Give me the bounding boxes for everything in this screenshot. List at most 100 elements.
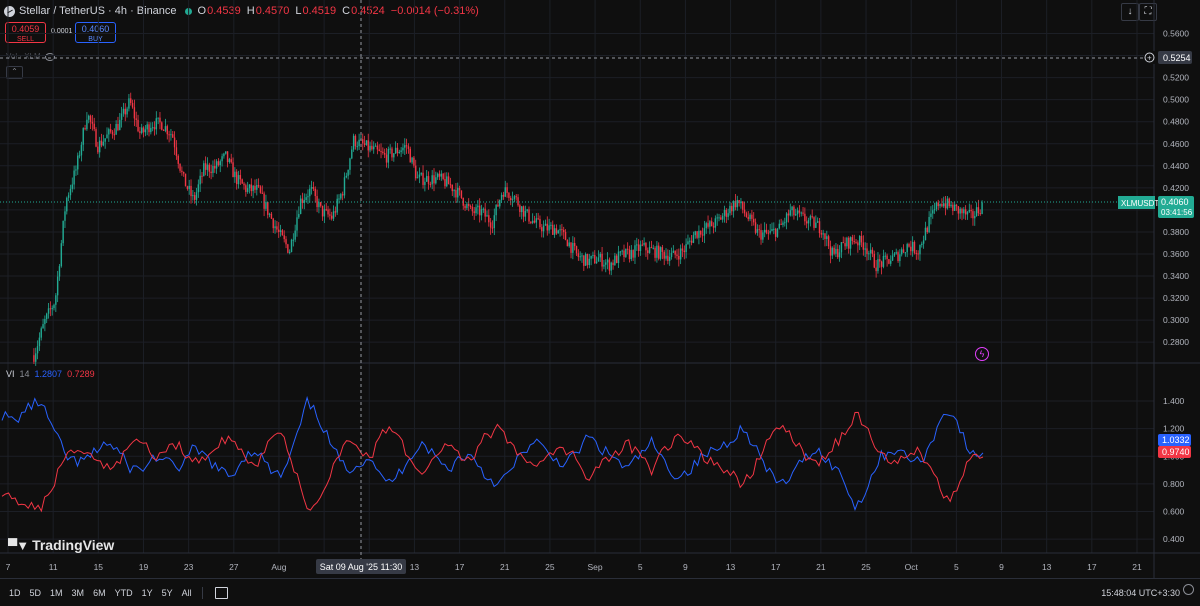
candle-body bbox=[875, 267, 877, 272]
candle-body bbox=[533, 220, 536, 223]
sell-button[interactable]: 0.4059 SELL bbox=[5, 22, 46, 43]
candle-body bbox=[100, 140, 103, 146]
candle-body bbox=[820, 233, 823, 235]
range-5y[interactable]: 5Y bbox=[161, 587, 173, 598]
candle-body bbox=[678, 255, 680, 260]
candle-body bbox=[619, 251, 622, 253]
candle-body bbox=[974, 216, 976, 219]
candle-body bbox=[924, 227, 927, 241]
fullscreen-icon[interactable]: ⛶ bbox=[1139, 3, 1157, 21]
range-all[interactable]: All bbox=[181, 587, 192, 598]
symbol-title[interactable]: Stellar / TetherUS · 4h · Binance bbox=[19, 5, 177, 17]
candle-body bbox=[429, 183, 432, 185]
candle-body bbox=[75, 169, 77, 171]
candle-body bbox=[193, 195, 196, 200]
price-tick-label: 0.4600 bbox=[1163, 139, 1189, 149]
candle-body bbox=[283, 235, 285, 240]
candle-body bbox=[648, 247, 651, 253]
candle-body bbox=[519, 205, 521, 213]
candle-body bbox=[115, 123, 117, 135]
price-tick-label: 0.5600 bbox=[1163, 29, 1189, 39]
candle-body bbox=[387, 148, 390, 163]
candle-body bbox=[82, 128, 84, 145]
candle-body bbox=[436, 173, 439, 178]
range-1m[interactable]: 1M bbox=[50, 587, 63, 598]
clock[interactable]: 15:48:04 UTC+3:30 bbox=[1101, 587, 1180, 598]
candle-body bbox=[866, 248, 868, 255]
candle-body bbox=[175, 147, 178, 156]
range-1d[interactable]: 1D bbox=[9, 587, 21, 598]
eye-icon[interactable] bbox=[44, 52, 55, 61]
candle-body bbox=[584, 253, 587, 266]
settings-icon[interactable] bbox=[1183, 584, 1194, 595]
candle-body bbox=[873, 253, 876, 268]
collapse-legend-button[interactable]: ⌃ bbox=[6, 66, 23, 79]
candle-body bbox=[844, 243, 846, 247]
candle-body bbox=[91, 121, 94, 124]
price-tick-label: 0.5000 bbox=[1163, 95, 1189, 105]
time-tick-label: 5 bbox=[954, 562, 959, 572]
candle-body bbox=[151, 127, 154, 129]
range-1y[interactable]: 1Y bbox=[141, 587, 153, 598]
calendar-icon[interactable] bbox=[214, 586, 228, 599]
candle-body bbox=[272, 218, 274, 229]
price-tick-label: 0.3600 bbox=[1163, 249, 1189, 259]
candle-body bbox=[674, 250, 676, 255]
time-tick-label: 11 bbox=[49, 562, 58, 572]
candle-body bbox=[473, 211, 475, 214]
candle-body bbox=[972, 211, 974, 219]
candle-body bbox=[341, 194, 344, 196]
candle-body bbox=[162, 129, 165, 131]
candle-body bbox=[245, 185, 247, 192]
candle-body bbox=[745, 213, 748, 217]
candle-body bbox=[769, 230, 771, 233]
candle-body bbox=[217, 161, 220, 166]
candle-body bbox=[595, 261, 598, 264]
candle-body bbox=[723, 209, 726, 216]
candle-body bbox=[128, 98, 130, 109]
candle-body bbox=[161, 122, 163, 130]
time-tick-label: 17 bbox=[771, 562, 781, 572]
candle-body bbox=[382, 151, 384, 154]
range-6m[interactable]: 6M bbox=[93, 587, 106, 598]
time-tick-label: 25 bbox=[545, 562, 555, 572]
candle-body bbox=[49, 308, 52, 310]
candle-body bbox=[484, 208, 486, 217]
range-5d[interactable]: 5D bbox=[29, 587, 42, 598]
market-open-icon bbox=[184, 7, 192, 15]
chart-canvas[interactable]: 0.56000.54000.52000.50000.48000.46000.44… bbox=[0, 0, 1200, 578]
candle-body bbox=[137, 119, 139, 132]
candle-body bbox=[877, 259, 879, 272]
candle-body bbox=[628, 249, 631, 260]
candle-body bbox=[84, 128, 86, 130]
candle-body bbox=[577, 253, 580, 257]
candle-body bbox=[119, 119, 121, 131]
buy-label: BUY bbox=[88, 36, 103, 43]
candle-body bbox=[679, 248, 682, 260]
price-tick-label: 0.3800 bbox=[1163, 227, 1189, 237]
buy-button[interactable]: 0.4060 BUY bbox=[75, 22, 116, 43]
candle-body bbox=[500, 194, 503, 200]
candle-body bbox=[705, 223, 707, 229]
candle-body bbox=[606, 259, 609, 263]
vi-plus-value: 1.0332 bbox=[1162, 435, 1190, 445]
candle-body bbox=[290, 239, 293, 253]
add-alert-icon bbox=[1144, 52, 1155, 63]
candle-body bbox=[495, 204, 497, 216]
range-ytd[interactable]: YTD bbox=[114, 587, 133, 598]
candle-body bbox=[447, 176, 450, 185]
candle-body bbox=[979, 213, 981, 215]
download-icon[interactable]: ↓ bbox=[1121, 3, 1139, 21]
candle-body bbox=[221, 156, 223, 162]
lightning-icon[interactable]: ϟ bbox=[975, 347, 989, 361]
tradingview-logo[interactable]: ▀▼ TradingView bbox=[8, 537, 114, 553]
spread-value: 0.0001 bbox=[51, 28, 73, 35]
candle-body bbox=[486, 215, 488, 217]
candle-body bbox=[248, 184, 251, 189]
range-3m[interactable]: 3M bbox=[71, 587, 85, 598]
candle-body bbox=[111, 131, 114, 135]
candle-body bbox=[438, 173, 441, 177]
candle-body bbox=[837, 248, 839, 258]
candle-body bbox=[343, 177, 346, 196]
vi-minus-legend: 0.7289 bbox=[67, 369, 95, 379]
